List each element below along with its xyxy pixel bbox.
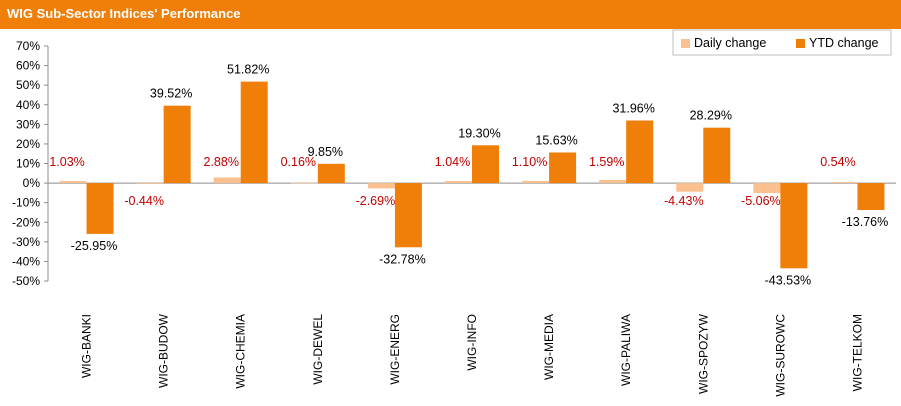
legend-swatch-daily bbox=[681, 39, 690, 48]
bar-ytd-wig-surowc bbox=[780, 183, 808, 269]
legend: Daily change YTD change bbox=[672, 29, 892, 56]
legend-box bbox=[672, 29, 892, 56]
bar-daily-wig-spozyw bbox=[676, 183, 704, 192]
bar-daily-wig-telkom bbox=[830, 182, 858, 184]
x-category-label: WIG-MEDIA bbox=[542, 314, 556, 380]
data-label-daily-wig-paliwa: 1.59% bbox=[589, 155, 624, 169]
y-tick-label: -50% bbox=[12, 274, 40, 288]
bars bbox=[59, 81, 885, 269]
data-label-ytd-wig-paliwa: 31.96% bbox=[612, 101, 654, 115]
data-label-daily-wig-budow: -0.44% bbox=[124, 194, 164, 208]
bar-ytd-wig-chemia bbox=[240, 81, 268, 184]
x-category-label: WIG-BANKI bbox=[80, 314, 94, 378]
data-labels: 1.03% -25.95% -0.44% 39.52% 2.88% 51.82% 0.16%… bbox=[49, 63, 888, 288]
bar-ytd-wig-energ bbox=[394, 183, 422, 248]
chart-title: WIG Sub-Sector Indices' Performance bbox=[7, 6, 241, 21]
x-category-label: WIG-PALIWA bbox=[619, 314, 633, 386]
bar-daily-wig-chemia bbox=[213, 177, 241, 184]
data-label-ytd-wig-telkom: -13.76% bbox=[842, 215, 889, 229]
data-label-daily-wig-dewel: 0.16% bbox=[281, 155, 316, 169]
bar-daily-wig-info bbox=[445, 181, 472, 184]
data-label-daily-wig-info: 1.04% bbox=[435, 155, 470, 169]
x-category-label: WIG-INFO bbox=[465, 314, 479, 371]
y-tick-label: 60% bbox=[16, 59, 40, 73]
data-label-daily-wig-telkom: 0.54% bbox=[820, 155, 855, 169]
data-label-ytd-wig-spozyw: 28.29% bbox=[690, 109, 732, 123]
bar-daily-wig-media bbox=[522, 180, 550, 184]
x-category-label: WIG-TELKOM bbox=[850, 314, 864, 391]
bar-ytd-wig-media bbox=[549, 152, 577, 184]
data-label-ytd-wig-budow: 39.52% bbox=[150, 87, 192, 101]
bar-ytd-wig-dewel bbox=[317, 163, 345, 184]
data-label-ytd-wig-energ: -32.78% bbox=[379, 252, 426, 266]
data-label-daily-wig-chemia: 2.88% bbox=[204, 155, 239, 169]
bar-daily-wig-dewel bbox=[290, 182, 318, 184]
data-label-ytd-wig-media: 15.63% bbox=[535, 133, 577, 147]
x-category-label: WIG-ENERG bbox=[388, 314, 402, 385]
data-label-daily-wig-surowc: -5.06% bbox=[741, 194, 781, 208]
bar-daily-wig-surowc bbox=[753, 183, 781, 193]
y-tick-label: 0% bbox=[23, 176, 41, 190]
y-tick-label: 50% bbox=[16, 78, 40, 92]
data-label-daily-wig-spozyw: -4.43% bbox=[664, 194, 704, 208]
x-category-label: WIG-CHEMIA bbox=[234, 314, 248, 389]
bar-ytd-wig-paliwa bbox=[626, 120, 654, 184]
legend-swatch-ytd bbox=[796, 39, 805, 48]
x-category-label: WIG-SUROWC bbox=[773, 314, 787, 397]
data-label-daily-wig-banki: 1.03% bbox=[49, 155, 84, 169]
y-tick-label: 40% bbox=[16, 98, 40, 112]
bar-ytd-wig-budow bbox=[163, 105, 191, 184]
x-category-label: WIG-BUDOW bbox=[157, 313, 171, 388]
data-label-ytd-wig-banki: -25.95% bbox=[71, 239, 118, 253]
bar-daily-wig-banki bbox=[59, 181, 87, 184]
y-tick-label: 70% bbox=[16, 39, 40, 53]
data-label-ytd-wig-surowc: -43.53% bbox=[765, 273, 812, 287]
x-category-label: WIG-SPOZYW bbox=[696, 313, 710, 394]
legend-label-ytd: YTD change bbox=[809, 36, 879, 50]
bar-daily-wig-energ bbox=[367, 183, 395, 189]
bar-daily-wig-budow bbox=[136, 183, 164, 184]
y-tick-label: -30% bbox=[12, 235, 40, 249]
y-tick-label: -40% bbox=[12, 254, 40, 268]
x-axis-labels: WIG-BANKI WIG-BUDOW WIG-CHEMIA WIG-DEWEL WIG… bbox=[80, 313, 865, 396]
x-category-label: WIG-DEWEL bbox=[311, 314, 325, 385]
data-label-ytd-wig-info: 19.30% bbox=[458, 126, 500, 140]
bar-ytd-wig-spozyw bbox=[703, 127, 731, 184]
bar-ytd-wig-info bbox=[472, 145, 499, 184]
legend-label-daily: Daily change bbox=[694, 36, 766, 50]
data-label-ytd-wig-chemia: 51.82% bbox=[227, 63, 269, 77]
y-tick-label: 30% bbox=[16, 117, 40, 131]
y-tick-label: -20% bbox=[12, 215, 40, 229]
y-tick-label: -10% bbox=[12, 196, 40, 210]
y-tick-label: 20% bbox=[16, 137, 40, 151]
data-label-daily-wig-energ: -2.69% bbox=[356, 194, 396, 208]
bar-ytd-wig-telkom bbox=[857, 183, 885, 211]
chart-header: WIG Sub-Sector Indices' Performance bbox=[0, 0, 901, 29]
bar-ytd-wig-banki bbox=[86, 183, 114, 234]
y-tick-label: 10% bbox=[16, 157, 40, 171]
data-label-ytd-wig-dewel: 9.85% bbox=[308, 145, 343, 159]
data-label-daily-wig-media: 1.10% bbox=[512, 155, 547, 169]
bar-daily-wig-paliwa bbox=[599, 179, 627, 184]
